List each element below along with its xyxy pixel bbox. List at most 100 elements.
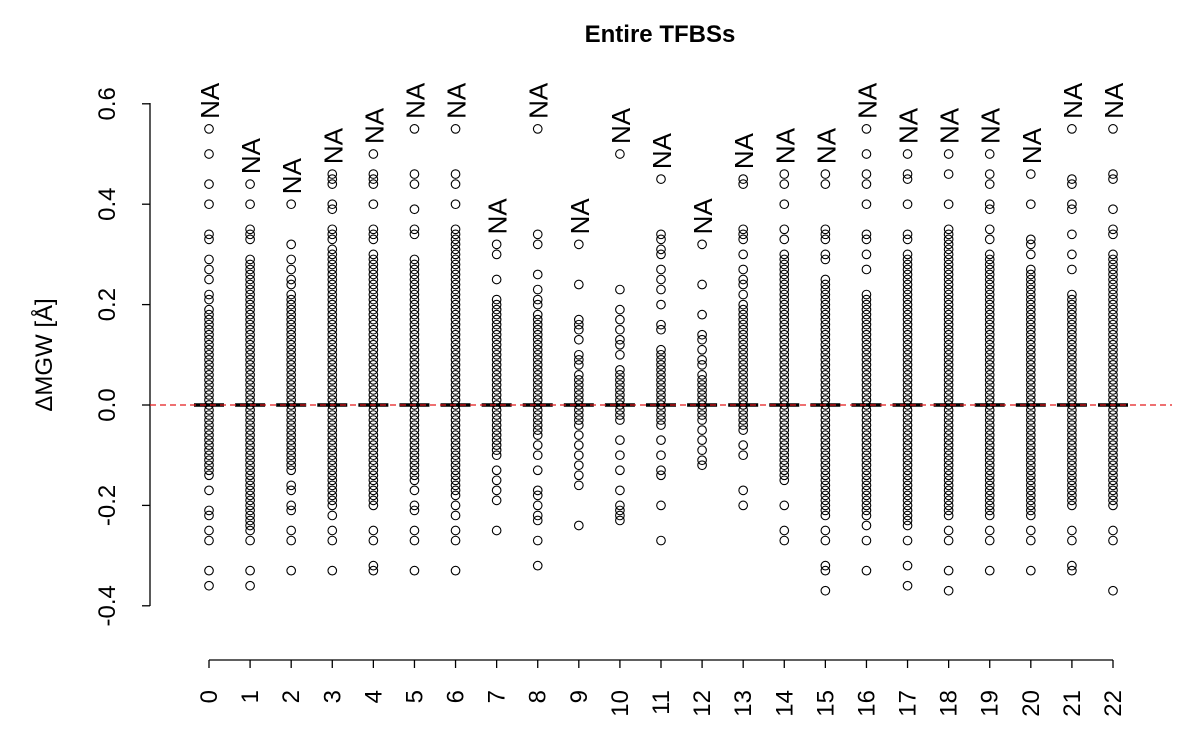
data-point: [1025, 460, 1036, 471]
data-point: [779, 169, 790, 179]
data-point: [1025, 435, 1036, 445]
data-point: [779, 500, 790, 511]
data-point: [943, 334, 954, 345]
data-point: [450, 329, 461, 340]
data-point: [615, 485, 625, 496]
data-point: [409, 420, 420, 430]
data-point: [327, 365, 338, 375]
data-point: [245, 465, 255, 476]
data-point: [943, 410, 954, 420]
data-point: [327, 380, 338, 390]
data-point: [697, 445, 707, 456]
data-point: [573, 349, 584, 360]
x-tick-label: 16: [853, 690, 880, 717]
data-point: [820, 229, 831, 240]
na-annotation: NA: [400, 82, 430, 119]
data-point: [984, 380, 995, 390]
data-point: [409, 475, 420, 486]
data-point: [573, 470, 584, 481]
data-point: [861, 264, 872, 275]
data-point: [245, 329, 255, 340]
data-point: [409, 390, 420, 400]
data-point: [820, 445, 831, 456]
data-point: [1025, 284, 1036, 295]
data-point: [697, 344, 707, 355]
x-tick-label: 18: [936, 690, 963, 717]
data-point: [738, 359, 749, 370]
data-point: [245, 354, 255, 365]
data-point: [245, 234, 255, 245]
data-point: [697, 460, 707, 471]
data-point: [450, 370, 461, 380]
data-point: [820, 455, 831, 466]
data-point: [327, 420, 338, 430]
y-axis-label: ΔMGW [Å]: [30, 298, 58, 411]
data-point: [902, 430, 913, 440]
data-point: [943, 324, 954, 335]
data-point: [656, 375, 666, 385]
data-point: [1108, 314, 1118, 325]
data-point: [245, 490, 255, 501]
data-point: [820, 430, 831, 440]
data-point: [286, 264, 297, 275]
data-point: [656, 249, 666, 260]
data-point: [1108, 174, 1118, 184]
data-point: [779, 354, 790, 365]
data-point: [615, 415, 625, 425]
data-point: [943, 294, 954, 305]
data-point: [697, 410, 707, 420]
data-point: [368, 234, 379, 245]
data-point: [820, 415, 831, 425]
data-point: [943, 169, 954, 179]
data-point: [902, 455, 913, 466]
data-point: [861, 309, 872, 320]
data-point: [573, 354, 584, 365]
data-point: [779, 349, 790, 360]
data-point: [204, 314, 214, 325]
data-point: [943, 505, 954, 516]
data-point: [861, 319, 872, 330]
x-tick-label: 21: [1059, 690, 1086, 717]
data-point: [984, 450, 995, 461]
data-point: [1108, 124, 1118, 134]
data-point: [204, 580, 214, 591]
data-point: [1108, 254, 1118, 265]
data-point: [1067, 124, 1077, 134]
data-point: [902, 269, 913, 280]
data-point: [245, 445, 255, 456]
data-point: [573, 395, 584, 405]
data-point: [984, 324, 995, 335]
data-point: [491, 274, 502, 285]
data-point: [1025, 390, 1036, 400]
data-point: [615, 334, 625, 345]
data-point: [1108, 475, 1118, 486]
data-point: [368, 249, 379, 260]
data-point: [1108, 329, 1118, 340]
data-point: [573, 415, 584, 425]
data-point: [450, 334, 461, 345]
data-point: [820, 365, 831, 375]
data-point: [697, 425, 707, 435]
data-point: [368, 440, 379, 451]
data-point: [573, 390, 584, 400]
data-point: [491, 415, 502, 425]
data-point: [861, 299, 872, 310]
data-point: [409, 274, 420, 285]
data-point: [902, 420, 913, 430]
data-point: [902, 410, 913, 420]
data-point: [286, 324, 297, 335]
data-point: [1025, 465, 1036, 476]
data-point: [1108, 304, 1118, 315]
data-point: [779, 525, 790, 536]
data-point: [327, 495, 338, 506]
data-point: [820, 324, 831, 335]
data-point: [902, 375, 913, 385]
data-point: [204, 430, 214, 440]
data-point: [1108, 445, 1118, 456]
data-point: [204, 339, 214, 350]
x-tick-label: 11: [648, 690, 675, 715]
na-annotation: NA: [935, 107, 965, 144]
data-point: [902, 445, 913, 456]
data-point: [409, 264, 420, 275]
